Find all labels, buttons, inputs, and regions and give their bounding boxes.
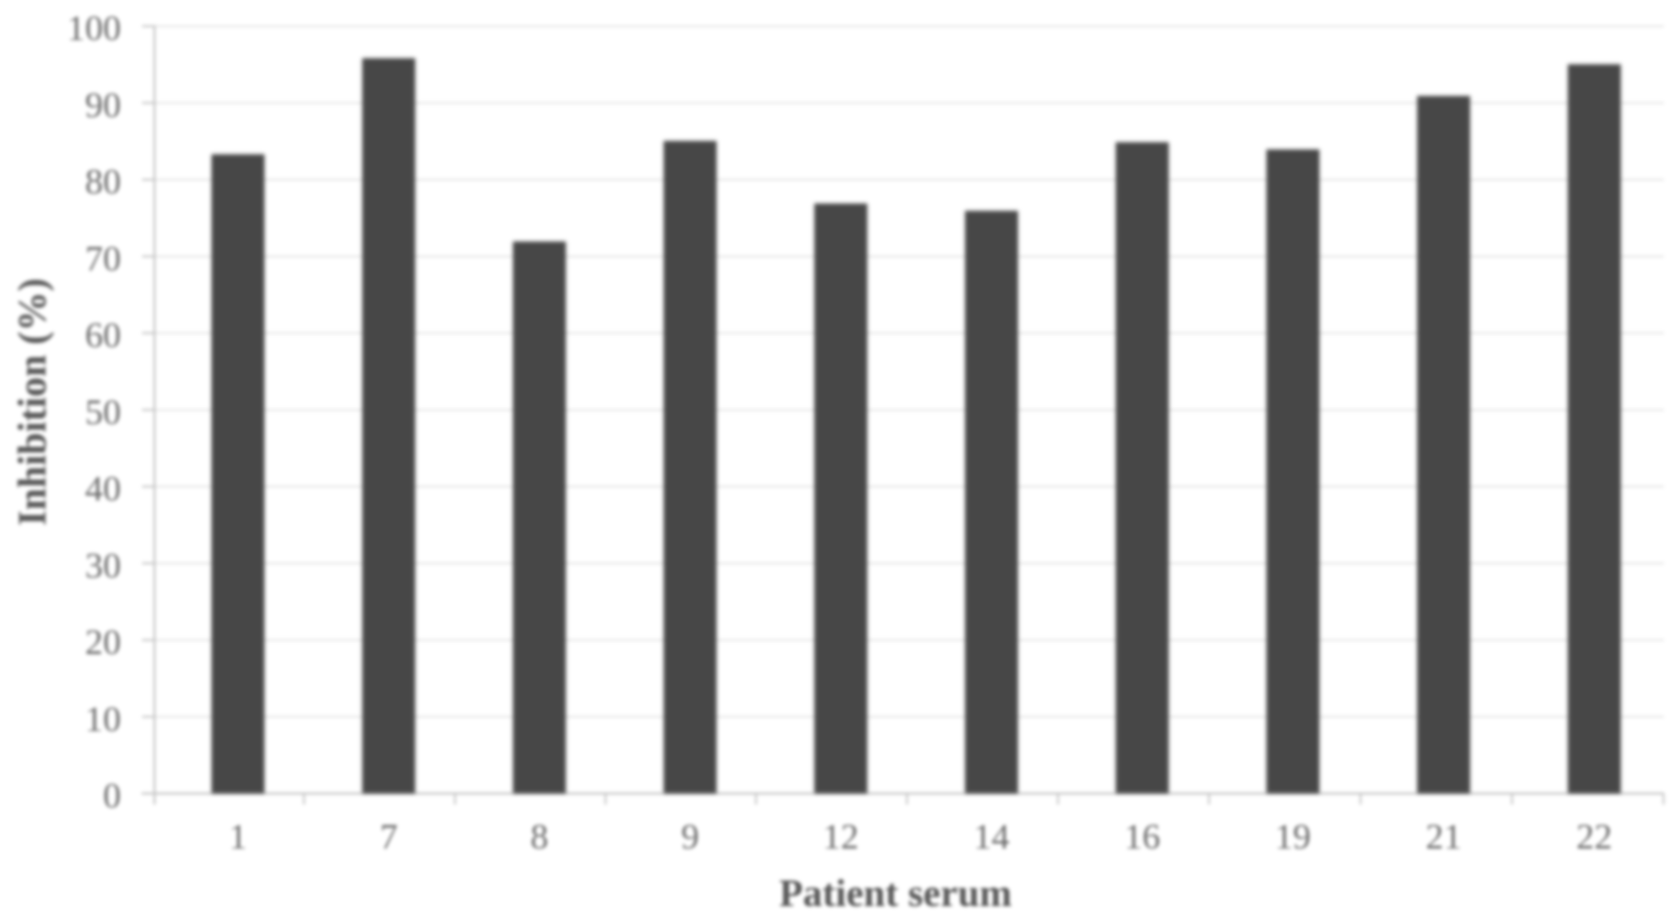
svg-text:22: 22 — [1576, 817, 1612, 857]
svg-text:40: 40 — [85, 469, 121, 509]
svg-text:21: 21 — [1426, 817, 1462, 857]
svg-text:70: 70 — [85, 238, 121, 278]
svg-text:10: 10 — [85, 699, 121, 739]
svg-text:7: 7 — [380, 817, 398, 857]
svg-text:16: 16 — [1124, 817, 1160, 857]
svg-text:80: 80 — [85, 162, 121, 202]
svg-text:Patient serum: Patient serum — [779, 872, 1012, 915]
svg-text:1: 1 — [229, 817, 247, 857]
svg-text:90: 90 — [85, 85, 121, 125]
svg-text:0: 0 — [103, 776, 121, 816]
svg-text:100: 100 — [67, 8, 121, 48]
svg-text:12: 12 — [823, 817, 859, 857]
svg-text:9: 9 — [681, 817, 699, 857]
svg-text:20: 20 — [85, 622, 121, 662]
svg-text:19: 19 — [1275, 817, 1311, 857]
svg-text:50: 50 — [85, 392, 121, 432]
svg-text:14: 14 — [974, 817, 1010, 857]
svg-text:Inhibition (%): Inhibition (%) — [10, 278, 55, 526]
svg-text:60: 60 — [85, 315, 121, 355]
svg-text:30: 30 — [85, 545, 121, 585]
svg-text:8: 8 — [530, 817, 548, 857]
